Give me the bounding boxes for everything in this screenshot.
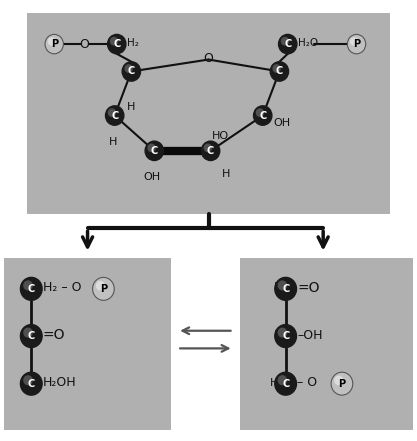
Text: OH: OH bbox=[143, 172, 161, 182]
Circle shape bbox=[275, 277, 296, 300]
Text: C: C bbox=[28, 331, 35, 341]
Text: H: H bbox=[221, 169, 230, 179]
Circle shape bbox=[122, 62, 141, 81]
Text: H: H bbox=[108, 137, 117, 147]
Circle shape bbox=[278, 281, 286, 290]
Text: H₂: H₂ bbox=[269, 378, 282, 388]
Circle shape bbox=[20, 372, 42, 395]
Text: =O: =O bbox=[297, 281, 320, 295]
FancyBboxPatch shape bbox=[27, 13, 390, 214]
Text: C: C bbox=[151, 146, 158, 156]
Text: C: C bbox=[28, 379, 35, 389]
Circle shape bbox=[108, 109, 116, 116]
Text: C: C bbox=[282, 331, 289, 341]
Circle shape bbox=[45, 34, 63, 54]
Text: =O: =O bbox=[43, 328, 65, 342]
FancyBboxPatch shape bbox=[4, 258, 171, 430]
Text: H: H bbox=[127, 102, 136, 112]
Text: H₂O: H₂O bbox=[298, 38, 318, 48]
Circle shape bbox=[273, 65, 280, 72]
Text: H: H bbox=[274, 281, 284, 295]
Text: OH: OH bbox=[274, 119, 291, 128]
Text: H₂OH: H₂OH bbox=[43, 376, 77, 389]
Text: –OH: –OH bbox=[297, 329, 323, 342]
Circle shape bbox=[278, 376, 286, 385]
Circle shape bbox=[270, 62, 289, 81]
Circle shape bbox=[111, 37, 118, 45]
Circle shape bbox=[93, 277, 114, 300]
Text: – O: – O bbox=[297, 376, 317, 389]
Circle shape bbox=[148, 144, 155, 152]
Circle shape bbox=[20, 277, 42, 300]
Text: O: O bbox=[203, 52, 214, 65]
Text: P: P bbox=[50, 39, 58, 49]
Text: H₂: H₂ bbox=[127, 38, 139, 48]
Text: P: P bbox=[100, 284, 107, 294]
Text: C: C bbox=[113, 39, 121, 49]
Circle shape bbox=[256, 109, 264, 116]
Circle shape bbox=[254, 106, 272, 125]
Text: C: C bbox=[28, 284, 35, 294]
Circle shape bbox=[20, 325, 42, 348]
Circle shape bbox=[96, 281, 104, 290]
Text: C: C bbox=[284, 39, 291, 49]
Text: C: C bbox=[111, 111, 118, 120]
Circle shape bbox=[125, 65, 132, 72]
Circle shape bbox=[24, 376, 32, 385]
Circle shape bbox=[201, 141, 220, 161]
Circle shape bbox=[281, 37, 289, 45]
Text: C: C bbox=[128, 67, 135, 76]
Text: P: P bbox=[338, 379, 346, 389]
FancyBboxPatch shape bbox=[240, 258, 413, 430]
Text: H₂ – O: H₂ – O bbox=[43, 281, 81, 295]
Circle shape bbox=[24, 328, 32, 337]
Circle shape bbox=[24, 281, 32, 290]
Circle shape bbox=[351, 38, 357, 45]
Circle shape bbox=[275, 372, 296, 395]
Text: C: C bbox=[259, 111, 266, 120]
Text: HO: HO bbox=[211, 131, 229, 141]
Text: C: C bbox=[282, 284, 289, 294]
Circle shape bbox=[48, 38, 55, 45]
Circle shape bbox=[278, 328, 286, 337]
Circle shape bbox=[275, 325, 296, 348]
Text: O: O bbox=[79, 37, 89, 51]
Circle shape bbox=[335, 376, 343, 385]
Circle shape bbox=[106, 106, 124, 125]
Text: C: C bbox=[207, 146, 214, 156]
Circle shape bbox=[108, 34, 126, 54]
Circle shape bbox=[331, 372, 353, 395]
Text: C: C bbox=[276, 67, 283, 76]
Circle shape bbox=[279, 34, 297, 54]
Text: H: H bbox=[274, 329, 284, 342]
Text: P: P bbox=[353, 39, 360, 49]
Circle shape bbox=[145, 141, 163, 161]
Circle shape bbox=[347, 34, 366, 54]
Text: C: C bbox=[282, 379, 289, 389]
Circle shape bbox=[204, 144, 211, 152]
